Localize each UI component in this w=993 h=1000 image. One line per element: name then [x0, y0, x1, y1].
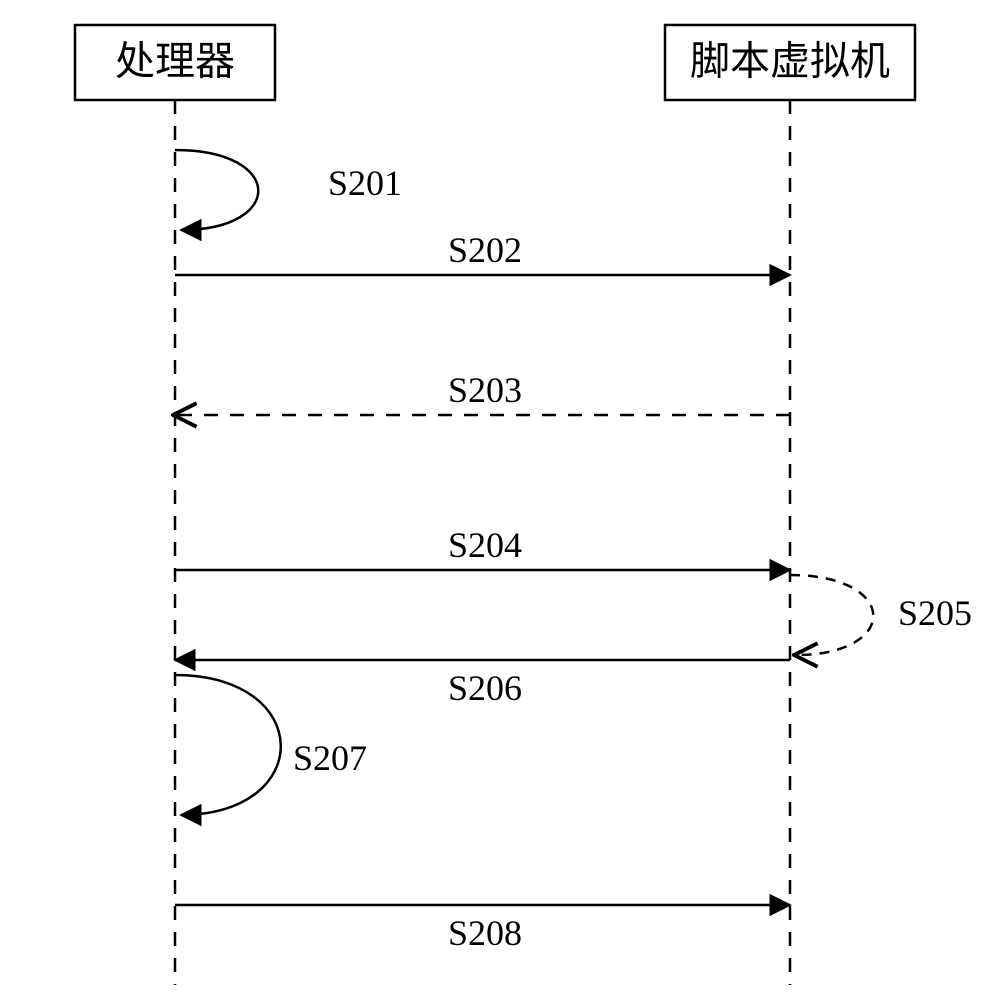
actor-label-script_vm: 脚本虚拟机 [690, 39, 890, 84]
step-label-S206: S206 [448, 668, 522, 708]
step-label-S204: S204 [448, 525, 522, 565]
step-label-S207: S207 [293, 738, 367, 778]
step-label-S205: S205 [898, 593, 972, 633]
selfloop-S201 [175, 150, 258, 230]
sequence-diagram: 处理器 脚本虚拟机 S201 S202 S203 S204 S205 S206 S207 S208 [0, 0, 993, 1000]
step-label-S203: S203 [448, 370, 522, 410]
step-label-S202: S202 [448, 230, 522, 270]
step-label-S201: S201 [328, 163, 402, 203]
selfloop-S207 [175, 675, 281, 815]
actor-label-processor: 处理器 [115, 39, 235, 84]
step-label-S208: S208 [448, 913, 522, 953]
selfloop-S205 [790, 575, 873, 655]
